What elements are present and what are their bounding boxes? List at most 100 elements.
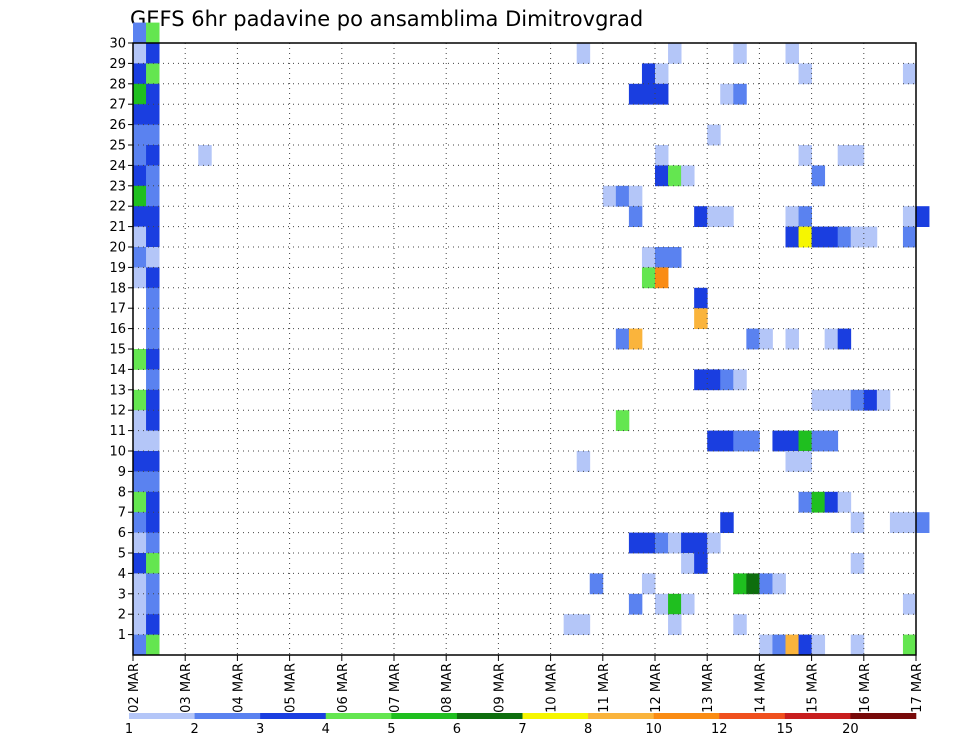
y-tick-label: 22 [109,200,126,215]
heatmap-cell [850,512,865,533]
heatmap-cell [146,43,160,64]
y-tick-label: 16 [109,322,126,337]
heatmap-cell [133,593,147,615]
heatmap-cell [641,532,656,554]
heatmap-cell [863,226,878,248]
heatmap-cell [133,389,147,411]
heatmap-cell [824,328,839,350]
heatmap-cell [133,185,147,207]
heatmap-cell [146,145,160,166]
color-legend: 1 2 3 4 5 6 7 8 10 12 15 20 [125,713,917,737]
heatmap-cell [811,634,826,656]
legend-swatch [588,713,654,719]
heatmap-cell [628,532,643,554]
legend-swatch [456,713,523,719]
y-tick-label: 27 [109,98,126,113]
heatmap-cell [798,634,812,656]
heatmap-cell [681,165,695,187]
x-tick-label: 13 MAR [701,663,716,713]
legend-label: 10 [645,722,662,737]
heatmap-cell [133,43,147,64]
y-tick-label: 4 [118,567,126,582]
heatmap-cell [837,145,852,166]
heatmap-cell [146,287,160,309]
heatmap-cell [759,634,773,656]
y-tick-label: 19 [109,261,126,276]
heatmap-cell [811,389,826,411]
heatmap-cell [902,593,917,615]
heatmap-cell [133,124,147,146]
heatmap-cell [759,328,773,350]
legend-label: 12 [711,722,728,737]
legend-swatch [653,713,720,719]
heatmap-cell [146,226,160,248]
heatmap-cell [824,430,839,452]
legend-label: 4 [322,722,330,737]
heatmap-cell [902,63,917,85]
heatmap-cell [746,430,760,452]
legend-label: 5 [387,722,395,737]
y-tick-label: 6 [118,526,126,541]
heatmap-cells [133,22,930,656]
heatmap-cell [707,532,721,554]
heatmap-cell [655,63,669,85]
heatmap-cell [615,328,630,350]
heatmap-cell [146,491,160,513]
x-tick-label: 06 MAR [336,663,351,713]
heatmap-cell [198,145,212,166]
heatmap-cell [798,430,812,452]
y-tick-label: 11 [109,424,126,439]
y-tick-label: 13 [109,383,126,398]
x-axis: 02 MAR 03 MAR 04 MAR 05 MAR 06 MAR 07 MAR 08 M… [127,655,925,713]
heatmap-cell [733,43,747,64]
heatmap-cell [655,532,669,554]
heatmap-cell [146,185,160,207]
heatmap-cell [837,226,852,248]
x-tick-label: 11 MAR [597,663,612,713]
heatmap-cell [133,22,147,44]
heatmap-cell [798,226,812,248]
heatmap-cell [641,63,656,85]
heatmap-cell [733,369,747,391]
x-tick-label: 07 MAR [388,663,403,713]
heatmap-cell [785,451,799,472]
heatmap-cell [850,634,865,656]
heatmap-cell [146,593,160,615]
heatmap-cell [146,165,160,187]
legend-label: 2 [190,722,198,737]
heatmap-cell [811,226,826,248]
heatmap-cell [720,83,734,105]
heatmap-cell [133,410,147,431]
heatmap-cell [759,573,773,595]
heatmap-cell [576,614,591,635]
legend-swatch [194,713,261,719]
y-tick-label: 10 [109,445,126,460]
heatmap-cell [576,451,591,472]
heatmap-cell [681,593,695,615]
heatmap-cell [146,328,160,350]
heatmap-cell [902,226,917,248]
heatmap-cell [824,389,839,411]
legend-label: 3 [256,722,264,737]
heatmap-cell [811,165,826,187]
heatmap-cell [133,614,147,635]
y-tick-label: 17 [109,302,126,317]
heatmap-cell [850,145,865,166]
heatmap-cell [785,43,799,64]
heatmap-cell [615,185,630,207]
heatmap-cell [837,328,852,350]
heatmap-cell [668,43,682,64]
x-tick-label: 04 MAR [231,663,246,713]
y-tick-label: 2 [118,608,126,623]
heatmap-cell [628,185,643,207]
y-tick-label: 20 [109,241,126,256]
heatmap-cell [824,491,839,513]
heatmap-cell [785,634,799,656]
x-tick-label: 05 MAR [284,663,299,713]
heatmap-cell [850,553,865,574]
heatmap-cell [146,471,160,493]
heatmap-cell [146,124,160,146]
heatmap-cell [641,573,656,595]
heatmap-cell [146,532,160,554]
